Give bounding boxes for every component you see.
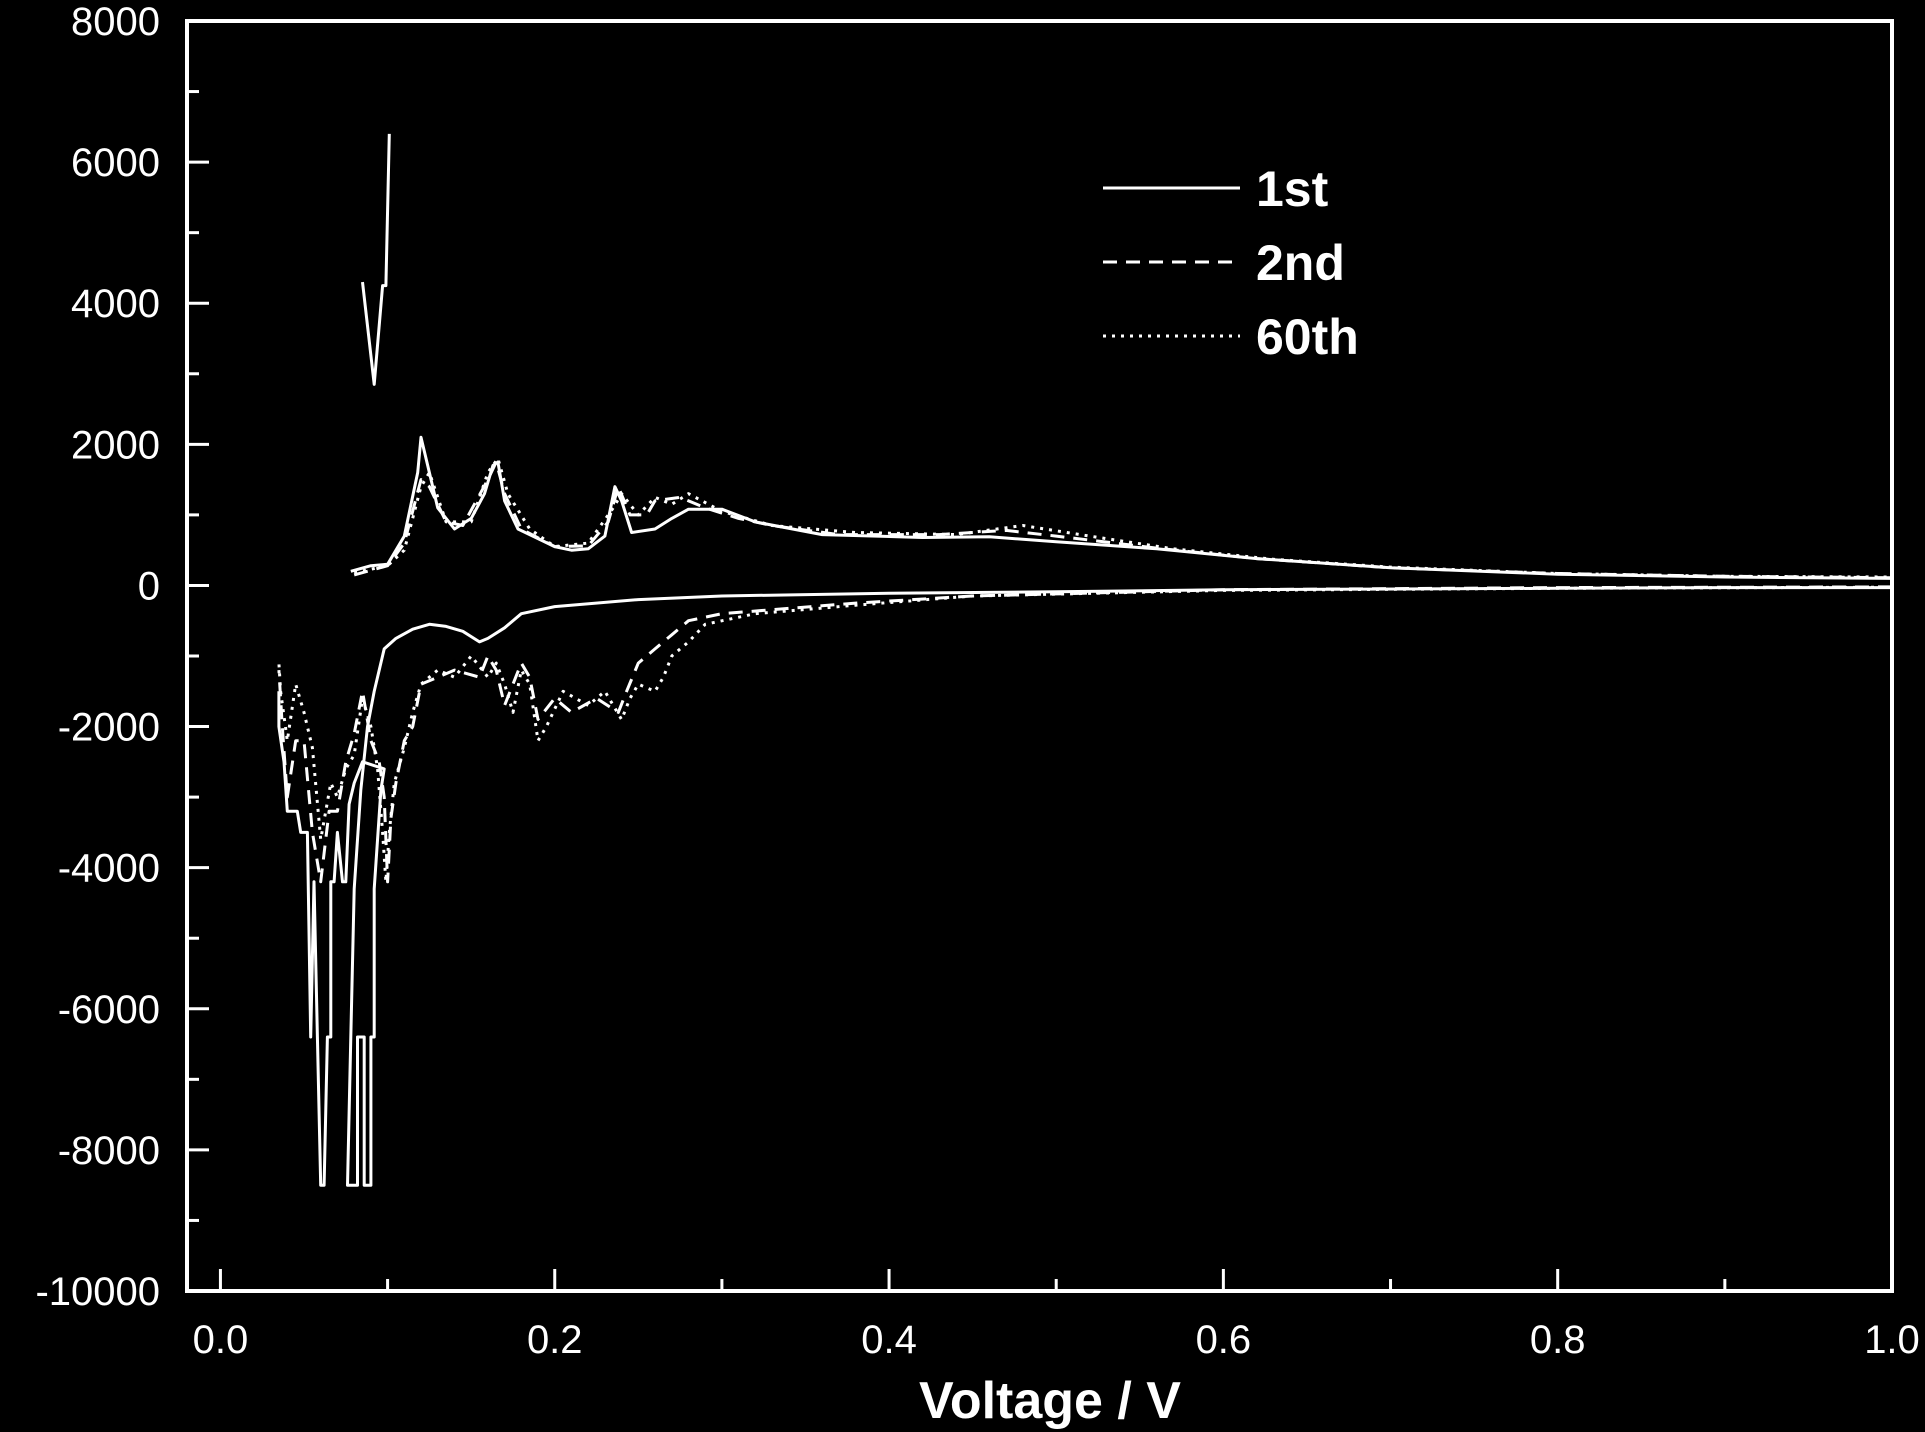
y-tick-label: 8000 [71,0,160,44]
y-tick-label: 6000 [71,141,160,185]
series-line [350,435,1893,580]
x-tick-labels: 0.0 0.2 0.4 0.6 0.8 1.0 [193,1318,1920,1362]
y-tick-labels: -10000 -8000 -6000 -4000 -2000 0 2000 4000 6000 8… [35,0,160,1314]
x-tick-label: 1.0 [1864,1318,1920,1362]
y-tick-label: -8000 [58,1129,160,1173]
y-tick-label: -6000 [58,988,160,1032]
legend-label: 2nd [1256,235,1345,291]
series-line [277,585,1893,884]
series-1 [277,133,1893,1187]
y-tick-label: -2000 [58,706,160,750]
axis-ticks [187,19,1894,1293]
series-layer [277,133,1893,1187]
x-tick-label: 0.6 [1196,1318,1252,1362]
series-line [277,585,1893,884]
y-tick-label: 2000 [71,423,160,467]
legend-label: 60th [1256,309,1359,365]
series-3 [277,456,1893,884]
x-tick-label: 0.0 [193,1318,249,1362]
x-axis-title: Voltage / V [919,1372,1181,1430]
y-tick-label: 4000 [71,282,160,326]
x-tick-label: 0.4 [861,1318,917,1362]
series-line [361,133,391,386]
legend-label: 1st [1256,161,1329,217]
series-line [277,586,1892,1187]
legend: 1st 2nd 60th [1103,161,1359,365]
y-tick-label: -10000 [35,1270,160,1314]
x-tick-label: 0.8 [1530,1318,1586,1362]
series-line [353,456,1893,579]
y-tick-label: -4000 [58,847,160,891]
x-tick-label: 0.2 [527,1318,583,1362]
y-tick-label: 0 [138,564,160,608]
